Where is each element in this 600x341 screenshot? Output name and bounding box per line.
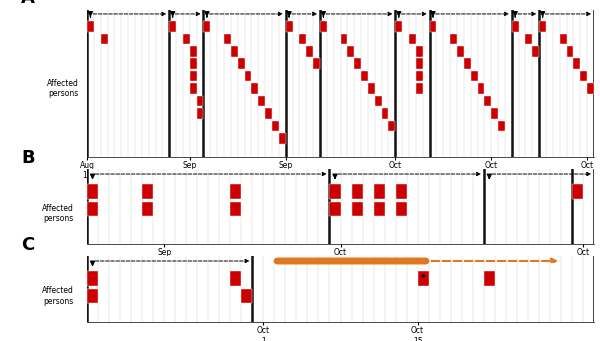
Text: Affected
persons: Affected persons xyxy=(42,204,74,223)
Text: *: * xyxy=(421,274,425,283)
Bar xyxy=(361,71,368,81)
Bar xyxy=(241,288,253,303)
Bar xyxy=(532,46,539,57)
Bar xyxy=(416,58,423,69)
Bar xyxy=(245,71,251,81)
Bar xyxy=(142,184,153,199)
Bar xyxy=(409,33,416,44)
Bar xyxy=(87,288,98,303)
Bar xyxy=(574,58,580,69)
Bar xyxy=(498,120,505,131)
Bar xyxy=(374,202,385,216)
Bar xyxy=(286,21,293,32)
Bar xyxy=(238,58,245,69)
Bar xyxy=(375,96,382,106)
Bar xyxy=(203,21,211,32)
Bar xyxy=(491,108,498,119)
Bar xyxy=(306,46,313,57)
Bar xyxy=(313,58,320,69)
Bar xyxy=(230,202,241,216)
Bar xyxy=(329,184,341,199)
Bar xyxy=(580,71,587,81)
Bar xyxy=(272,120,279,131)
Bar xyxy=(566,46,574,57)
Bar xyxy=(347,46,354,57)
Bar xyxy=(169,21,176,32)
Bar xyxy=(87,184,98,199)
Bar xyxy=(197,108,203,119)
Bar xyxy=(368,83,375,94)
Text: Affected
persons: Affected persons xyxy=(42,286,74,306)
Bar xyxy=(572,184,583,199)
Bar xyxy=(320,21,327,32)
Bar xyxy=(560,33,566,44)
Bar xyxy=(416,46,423,57)
Text: C: C xyxy=(21,236,34,254)
Bar xyxy=(430,21,436,32)
Bar xyxy=(450,33,457,44)
Bar xyxy=(299,33,306,44)
Bar xyxy=(279,133,286,144)
Bar xyxy=(395,184,407,199)
Bar xyxy=(265,108,272,119)
Bar xyxy=(354,58,361,69)
Bar xyxy=(478,83,484,94)
Text: A: A xyxy=(21,0,35,7)
Bar xyxy=(87,21,94,32)
Bar xyxy=(197,96,203,106)
Bar xyxy=(470,71,478,81)
Bar xyxy=(224,33,231,44)
Bar xyxy=(587,83,594,94)
Bar xyxy=(230,184,241,199)
Bar xyxy=(512,21,518,32)
Text: B: B xyxy=(21,149,35,167)
Bar xyxy=(464,58,470,69)
Bar xyxy=(329,202,341,216)
Bar xyxy=(341,33,347,44)
Bar xyxy=(416,71,423,81)
Bar xyxy=(87,271,98,286)
Bar xyxy=(388,120,395,131)
Bar xyxy=(190,71,197,81)
Bar xyxy=(352,184,362,199)
Bar xyxy=(231,46,238,57)
Bar xyxy=(87,202,98,216)
Bar xyxy=(251,83,258,94)
Bar xyxy=(382,108,388,119)
Bar xyxy=(190,46,197,57)
Bar xyxy=(416,83,423,94)
Bar xyxy=(183,33,190,44)
Bar xyxy=(395,21,402,32)
Bar xyxy=(418,271,428,286)
Bar xyxy=(374,184,385,199)
Bar xyxy=(526,33,532,44)
Bar xyxy=(395,202,407,216)
Bar xyxy=(142,202,153,216)
Bar xyxy=(484,96,491,106)
Bar xyxy=(258,96,265,106)
Text: Affected
persons: Affected persons xyxy=(47,79,79,98)
Bar xyxy=(352,202,362,216)
Bar xyxy=(190,83,197,94)
Bar xyxy=(190,58,197,69)
Bar xyxy=(101,33,107,44)
Bar xyxy=(230,271,241,286)
Bar xyxy=(539,21,546,32)
Bar xyxy=(457,46,464,57)
Bar xyxy=(484,271,495,286)
